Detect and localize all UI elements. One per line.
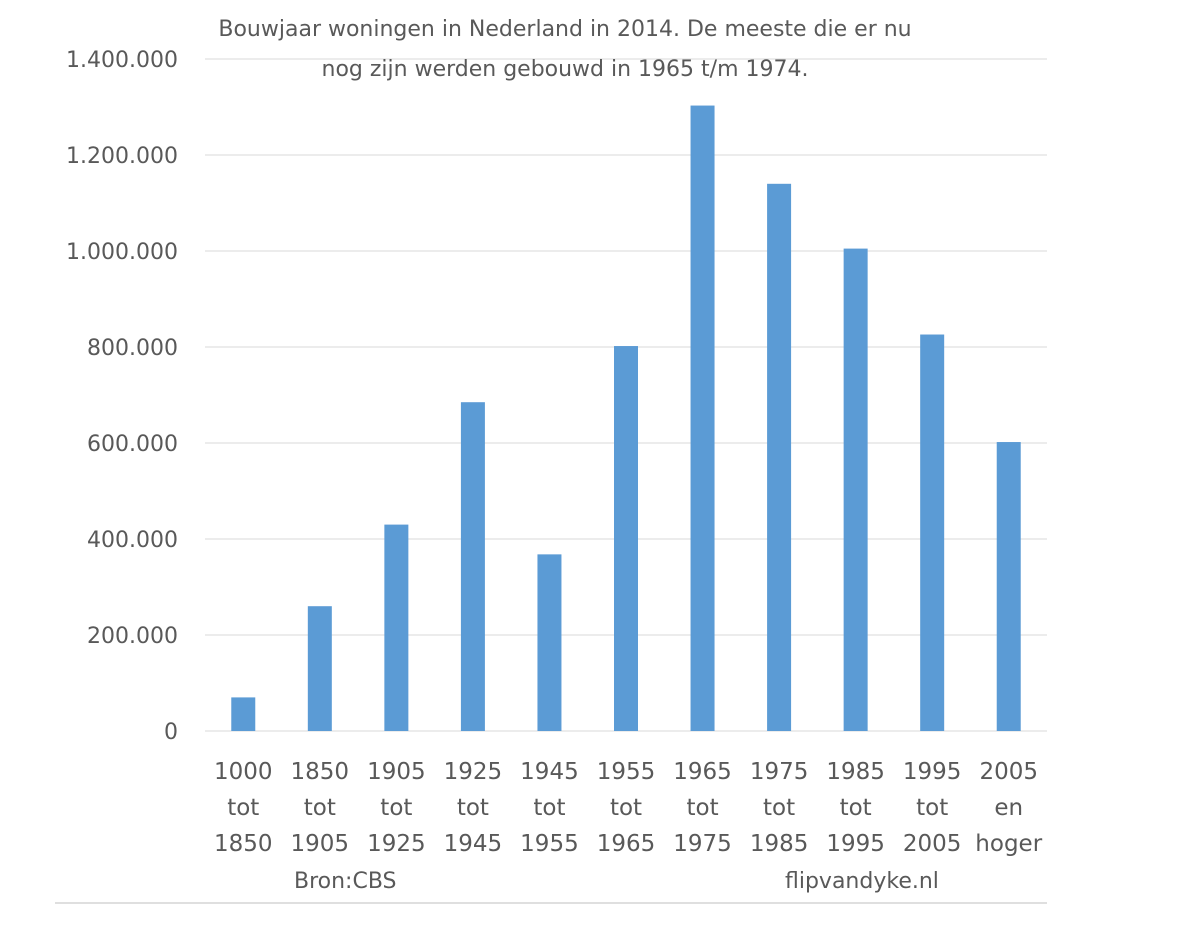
x-tick-label: en <box>994 795 1023 821</box>
bar <box>614 346 638 731</box>
x-tick-label: 1925 <box>444 759 503 785</box>
x-tick-label: 1925 <box>367 831 426 857</box>
x-tick-label: tot <box>380 795 412 821</box>
x-tick-label: 1955 <box>597 759 656 785</box>
x-tick-label: hoger <box>975 831 1042 857</box>
x-tick-label: tot <box>840 795 872 821</box>
x-axis-tick-labels: 1000 tot 1850 1850 tot 1905 1905 tot 1925 1925 tot… <box>214 759 1043 857</box>
credit-note: flipvandyke.nl <box>785 869 939 894</box>
bar <box>920 334 945 731</box>
x-tick-label: tot <box>916 795 948 821</box>
x-tick-label: tot <box>763 795 795 821</box>
x-tick-label: 1850 <box>214 831 273 857</box>
bar <box>996 442 1021 731</box>
x-tick-label: 1995 <box>826 831 885 857</box>
bar <box>384 524 409 731</box>
bar <box>307 606 332 731</box>
y-tick-label: 1.000.000 <box>66 240 178 265</box>
x-tick-label: 1975 <box>673 831 732 857</box>
x-tick-label: tot <box>304 795 336 821</box>
x-tick-label: tot <box>686 795 718 821</box>
chart-title-line-1: Bouwjaar woningen in Nederland in 2014. … <box>218 17 911 42</box>
y-tick-label: 200.000 <box>87 624 178 649</box>
y-axis-tick-labels: 0 200.000 400.000 600.000 800.000 1.000.000 1.… <box>66 48 178 745</box>
y-tick-label: 600.000 <box>87 432 178 457</box>
chart-title-line-2: nog zijn werden gebouwd in 1965 t/m 1974… <box>322 57 809 82</box>
y-tick-label: 0 <box>164 720 178 745</box>
x-tick-label: 1945 <box>520 759 579 785</box>
x-tick-label: 2005 <box>903 831 962 857</box>
x-tick-label: 1985 <box>826 759 885 785</box>
x-tick-label: 1000 <box>214 759 273 785</box>
bar <box>231 697 256 731</box>
x-tick-label: 1965 <box>673 759 732 785</box>
x-tick-label: 1945 <box>444 831 503 857</box>
source-note: Bron:CBS <box>294 869 397 894</box>
bar <box>843 248 868 731</box>
bar <box>767 183 792 732</box>
x-tick-label: 1850 <box>291 759 350 785</box>
x-tick-label: 2005 <box>979 759 1038 785</box>
x-tick-label: tot <box>533 795 565 821</box>
x-tick-label: 1995 <box>903 759 962 785</box>
x-tick-label: 1965 <box>597 831 656 857</box>
x-tick-label: tot <box>610 795 642 821</box>
bar <box>537 554 562 731</box>
x-tick-label: 1955 <box>520 831 579 857</box>
y-tick-label: 1.400.000 <box>66 48 178 73</box>
y-tick-label: 800.000 <box>87 336 178 361</box>
x-tick-label: 1905 <box>367 759 426 785</box>
x-tick-label: 1985 <box>750 831 809 857</box>
bar <box>460 402 485 731</box>
x-tick-label: 1975 <box>750 759 809 785</box>
y-tick-label: 400.000 <box>87 528 178 553</box>
y-tick-label: 1.200.000 <box>66 144 178 169</box>
x-tick-label: tot <box>227 795 259 821</box>
x-tick-label: 1905 <box>291 831 350 857</box>
x-tick-label: tot <box>457 795 489 821</box>
bars <box>231 105 1021 732</box>
bar <box>690 105 715 731</box>
